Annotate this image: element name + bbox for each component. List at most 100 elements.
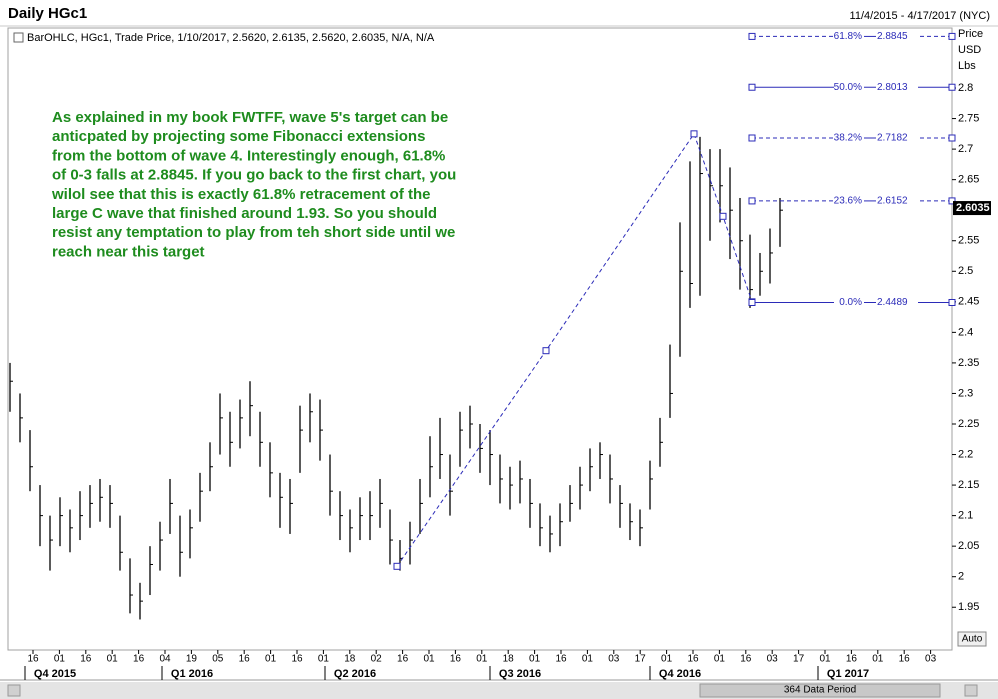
x-tick-label: 03 bbox=[925, 654, 937, 665]
period-label: Q4 2015 bbox=[34, 668, 76, 680]
y-tick-label: 2.55 bbox=[958, 235, 979, 247]
x-tick-label: 19 bbox=[186, 654, 198, 665]
scroll-thumb[interactable] bbox=[699, 683, 941, 698]
x-tick-label: 16 bbox=[239, 654, 251, 665]
x-tick-label: 01 bbox=[872, 654, 884, 665]
period-label: Q3 2016 bbox=[499, 668, 541, 680]
axis-header: USD bbox=[958, 44, 981, 56]
x-tick-label: 16 bbox=[846, 654, 858, 665]
annotation-line: reach near this target bbox=[52, 243, 205, 260]
fib-value: 2.7182 bbox=[877, 133, 908, 144]
period-label: Q1 2017 bbox=[827, 668, 869, 680]
wave-point bbox=[393, 562, 401, 570]
x-tick-label: 16 bbox=[27, 654, 39, 665]
y-tick-label: 2.45 bbox=[958, 296, 979, 308]
x-tick-label: 17 bbox=[793, 654, 805, 665]
x-tick-label: 03 bbox=[767, 654, 779, 665]
annotation-line: large C wave that finished around 1.93. … bbox=[52, 205, 437, 222]
fib-end bbox=[948, 32, 956, 40]
x-tick-label: 01 bbox=[107, 654, 119, 665]
plot-frame bbox=[7, 27, 953, 651]
y-tick-label: 2.8 bbox=[958, 82, 973, 94]
wave-point bbox=[690, 130, 698, 138]
scroll-left[interactable] bbox=[7, 684, 21, 697]
wave-point bbox=[719, 212, 727, 220]
x-tick-label: 01 bbox=[476, 654, 488, 665]
date-range: 11/4/2015 - 4/17/2017 (NYC) bbox=[850, 10, 990, 22]
x-tick-label: 05 bbox=[212, 654, 224, 665]
x-tick-label: 03 bbox=[608, 654, 620, 665]
y-tick-label: 2 bbox=[958, 571, 964, 583]
y-tick-label: 2.15 bbox=[958, 479, 979, 491]
annotation-line: resist any temptation to play from teh s… bbox=[52, 224, 455, 241]
y-tick-label: 2.05 bbox=[958, 540, 979, 552]
x-tick-label: 02 bbox=[371, 654, 383, 665]
fib-end bbox=[948, 197, 956, 205]
x-tick-label: 01 bbox=[265, 654, 277, 665]
x-tick-label: 16 bbox=[291, 654, 303, 665]
x-tick-label: 18 bbox=[344, 654, 356, 665]
auto-button[interactable] bbox=[957, 631, 987, 647]
y-tick-label: 2.4 bbox=[958, 326, 973, 338]
period-label: Q1 2016 bbox=[171, 668, 213, 680]
x-tick-label: 16 bbox=[899, 654, 911, 665]
auto-button-label[interactable]: Auto bbox=[962, 634, 983, 645]
y-tick-label: 2.1 bbox=[958, 510, 973, 522]
x-tick-label: 16 bbox=[555, 654, 567, 665]
x-tick-label: 16 bbox=[740, 654, 752, 665]
fib-pct: 50.0% bbox=[834, 82, 862, 93]
wave-point bbox=[542, 347, 550, 355]
scroll-right[interactable] bbox=[964, 684, 978, 697]
x-tick-label: 01 bbox=[661, 654, 673, 665]
x-tick-label: 01 bbox=[423, 654, 435, 665]
fib-end bbox=[948, 298, 956, 306]
period-label: Q4 2016 bbox=[659, 668, 701, 680]
y-tick-label: 2.5 bbox=[958, 265, 973, 277]
fib-pct: 38.2% bbox=[834, 133, 862, 144]
y-tick-label: 2.3 bbox=[958, 387, 973, 399]
y-tick-label: 2.7 bbox=[958, 143, 973, 155]
data-period: 364 Data Period bbox=[784, 685, 856, 696]
fib-end bbox=[748, 134, 756, 142]
annotation-line: from the bottom of wave 4. Interestingly… bbox=[52, 147, 445, 164]
period-label: Q2 2016 bbox=[334, 668, 376, 680]
fib-end bbox=[748, 32, 756, 40]
fib-pct: 61.8% bbox=[834, 31, 862, 42]
x-tick-label: 18 bbox=[503, 654, 515, 665]
x-tick-label: 17 bbox=[635, 654, 647, 665]
legend-icon bbox=[13, 32, 24, 43]
x-tick-label: 01 bbox=[714, 654, 726, 665]
annotation-line: of 0-3 falls at 2.8845. If you go back t… bbox=[52, 167, 456, 184]
y-tick-label: 1.95 bbox=[958, 601, 979, 613]
x-tick-label: 01 bbox=[582, 654, 594, 665]
fib-pct: 23.6% bbox=[834, 196, 862, 207]
x-tick-label: 01 bbox=[318, 654, 330, 665]
y-tick-label: 2.75 bbox=[958, 112, 979, 124]
fib-value: 2.6152 bbox=[877, 196, 908, 207]
fib-pct: 0.0% bbox=[839, 297, 862, 308]
fib-value: 2.4489 bbox=[877, 297, 908, 308]
fib-end bbox=[748, 197, 756, 205]
last-price-label: 2.6035 bbox=[956, 202, 990, 214]
x-tick-label: 16 bbox=[687, 654, 699, 665]
fib-end bbox=[948, 134, 956, 142]
axis-header: Lbs bbox=[958, 60, 976, 72]
legend-text: BarOHLC, HGc1, Trade Price, 1/10/2017, 2… bbox=[27, 32, 435, 44]
annotation-line: wilol see that this is exactly 61.8% ret… bbox=[51, 186, 430, 203]
x-tick-label: 01 bbox=[529, 654, 541, 665]
last-price-box bbox=[953, 201, 991, 216]
y-tick-label: 2.65 bbox=[958, 174, 979, 186]
fib-end bbox=[748, 298, 756, 306]
y-tick-label: 2.35 bbox=[958, 357, 979, 369]
y-tick-label: 2.25 bbox=[958, 418, 979, 430]
x-tick-label: 16 bbox=[133, 654, 145, 665]
x-tick-label: 01 bbox=[819, 654, 831, 665]
x-tick-label: 16 bbox=[450, 654, 462, 665]
annotation-line: As explained in my book FWTFF, wave 5's … bbox=[52, 109, 448, 126]
y-tick-label: 2.2 bbox=[958, 448, 973, 460]
fib-value: 2.8845 bbox=[877, 31, 908, 42]
annotation-line: anticpated by projecting some Fibonacci … bbox=[52, 128, 425, 145]
x-tick-label: 16 bbox=[397, 654, 409, 665]
